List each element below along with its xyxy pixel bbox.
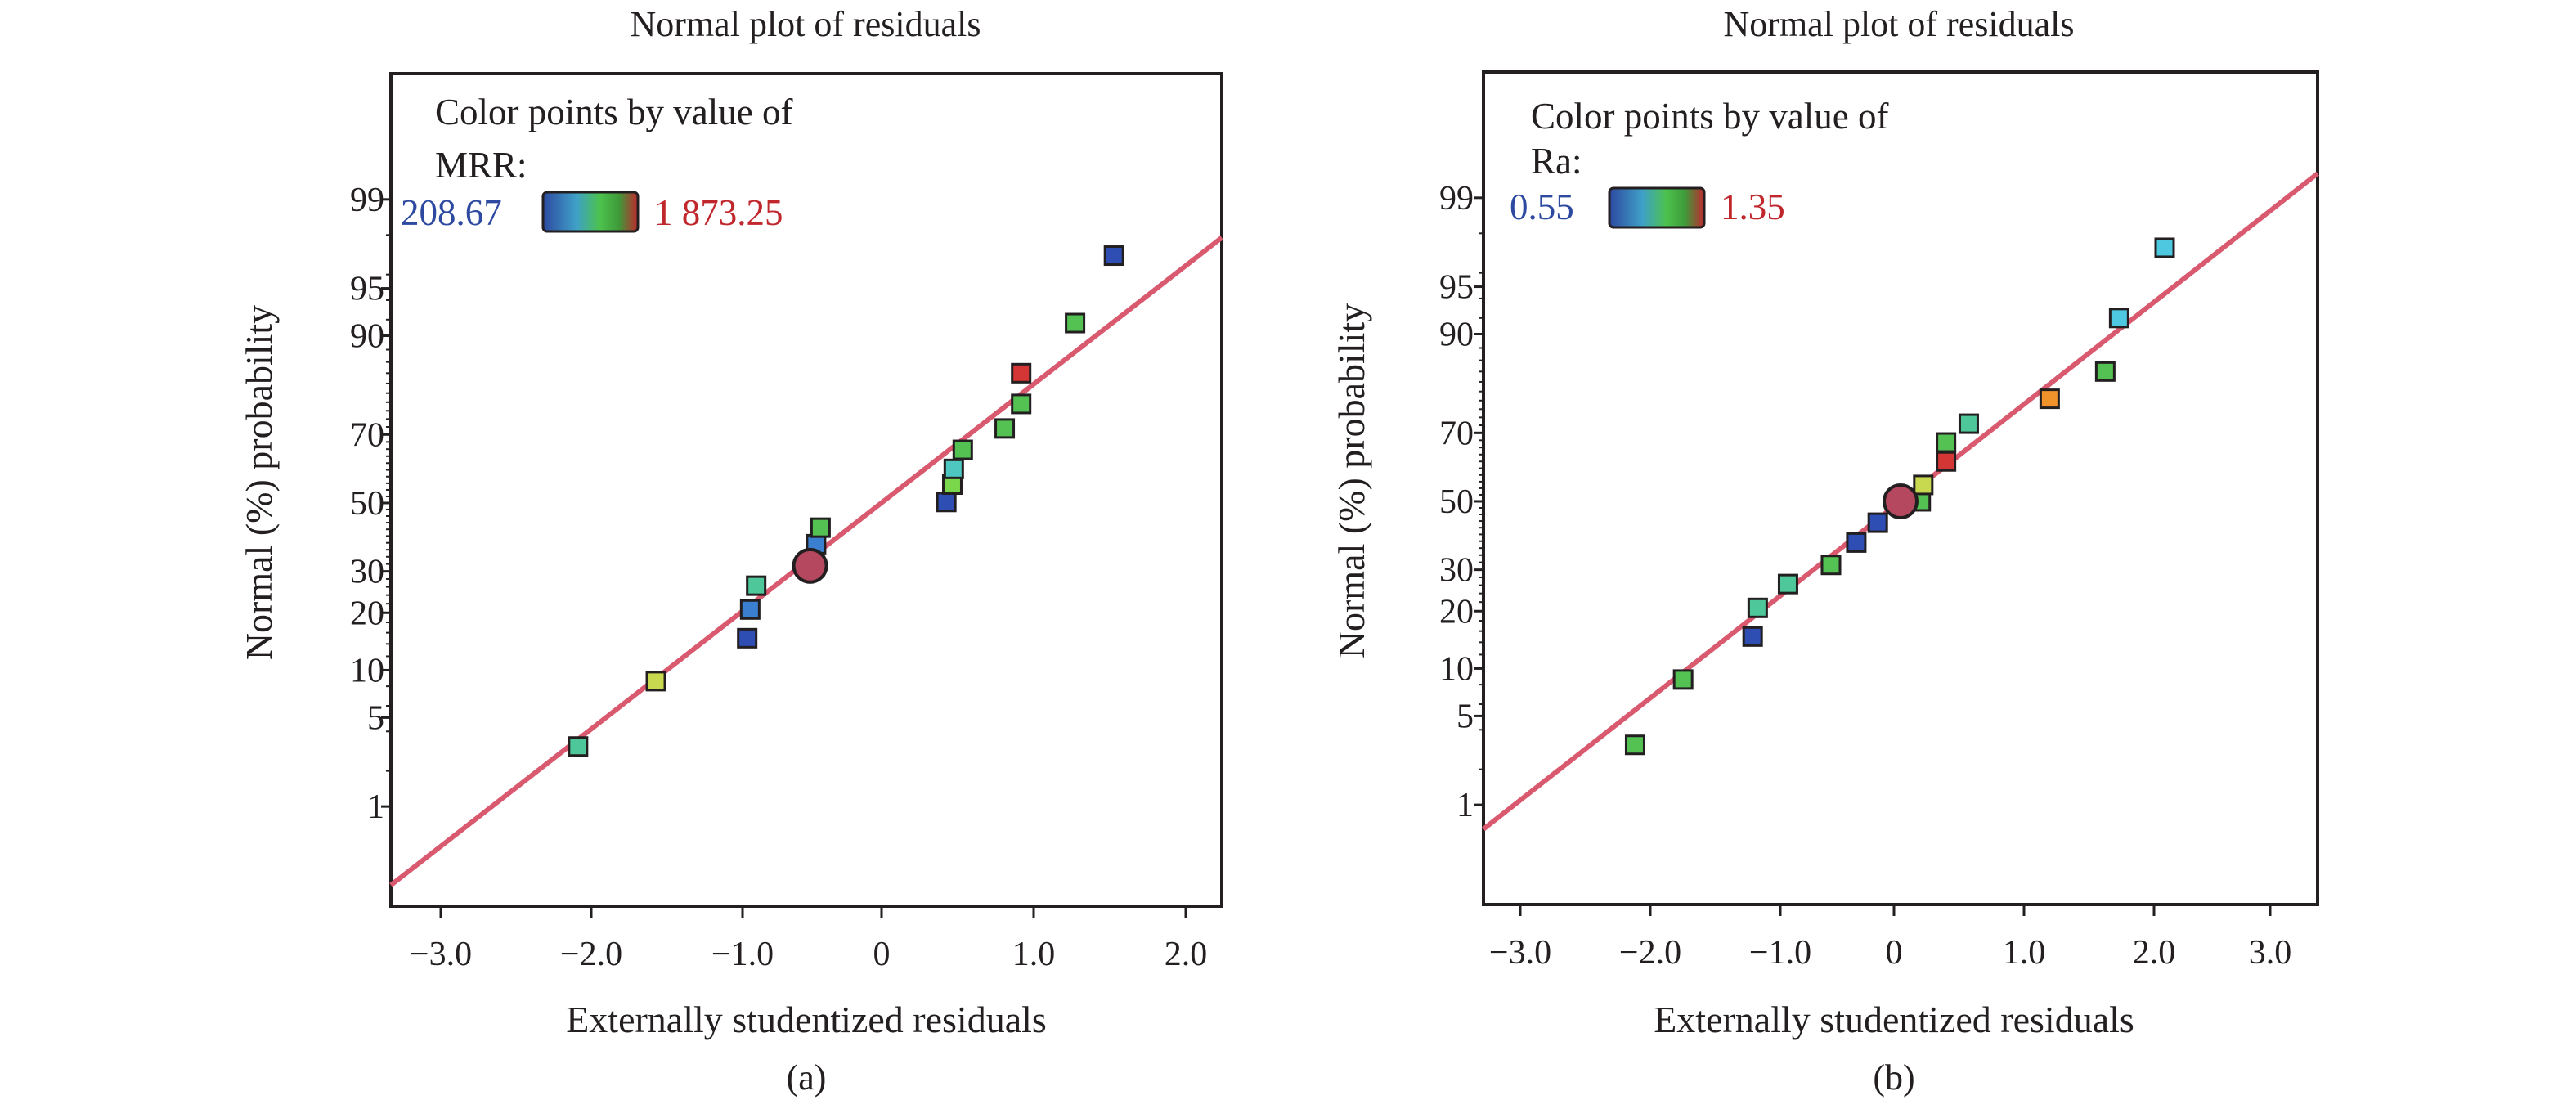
y-tick-label: 95 [350, 271, 384, 308]
data-point [1958, 413, 1979, 434]
data-point [2039, 388, 2060, 410]
legend-variable: Ra: [1531, 141, 1582, 182]
y-tick-label: 10 [1439, 650, 1474, 688]
y-tick-label: 1 [367, 788, 384, 826]
data-points [568, 245, 1124, 757]
center-marker [792, 547, 828, 584]
data-point [943, 458, 964, 479]
panel-label: (b) [1873, 1057, 1914, 1098]
color-legend: Color points by value of Ra: 0.55 1.35 [1510, 96, 1888, 229]
y-axis-label: Normal (%) probability [238, 305, 280, 660]
data-point [1011, 362, 1032, 384]
legend-min-label: 0.55 [1510, 186, 1574, 227]
chart-panel-a: Normal plot of residuals 1 5 10 20 30 50 70 90 9… [238, 4, 1223, 1098]
legend-title: Color points by value of [1531, 96, 1888, 137]
legend-color-bar [541, 191, 640, 233]
data-points [1624, 237, 2175, 756]
x-tick-label: 2.0 [1165, 936, 1208, 973]
y-tick-label: 95 [1439, 269, 1474, 307]
y-tick-label: 50 [1439, 483, 1474, 521]
y-tick-label: 1 [1456, 787, 1474, 824]
data-point [1913, 474, 1934, 496]
plot-frame [389, 72, 1223, 908]
data-point [2094, 361, 2116, 382]
y-tick-label: 20 [350, 595, 384, 632]
legend-color-bar [1608, 186, 1706, 229]
legend-title: Color points by value of [435, 92, 792, 132]
y-tick-label: 5 [1456, 698, 1474, 735]
data-point [994, 418, 1016, 439]
y-tick-label: 10 [350, 652, 384, 689]
data-point [1867, 512, 1888, 533]
x-tick-label: −3.0 [1489, 934, 1551, 972]
data-point [1936, 451, 1957, 472]
legend-max-label: 1 873.25 [654, 192, 783, 233]
y-tick-label: 90 [1439, 317, 1474, 354]
legend-min-label: 208.67 [401, 192, 502, 233]
data-point [2154, 237, 2175, 258]
data-point [746, 575, 767, 596]
x-tick-label: −2.0 [1619, 934, 1681, 972]
color-legend: Color points by value of MRR: 208.67 1 8… [401, 92, 792, 233]
y-tick-label: 99 [350, 182, 384, 219]
x-tick-label: −3.0 [410, 936, 472, 973]
panel-label: (a) [787, 1057, 827, 1098]
x-tick-label: −2.0 [560, 936, 622, 973]
x-tick-label: 0 [873, 936, 891, 973]
data-point [737, 627, 758, 649]
data-point [1103, 245, 1124, 267]
x-tick-label: 1.0 [1012, 936, 1056, 973]
center-marker [1883, 483, 1919, 519]
data-point [1011, 393, 1032, 415]
y-tick-label: 5 [367, 699, 384, 737]
data-point [1846, 532, 1867, 553]
data-point [645, 671, 666, 692]
data-point [1936, 432, 1957, 453]
data-point [1747, 597, 1768, 618]
chart-title: Normal plot of residuals [1724, 4, 2075, 44]
y-tick-label: 99 [1439, 180, 1474, 218]
data-point [1672, 669, 1694, 690]
chart-title: Normal plot of residuals [631, 4, 981, 44]
x-tick-label: 3.0 [2249, 934, 2292, 972]
y-tick-label: 90 [350, 318, 384, 356]
y-tick-label: 30 [350, 554, 384, 591]
legend-variable: MRR: [435, 145, 527, 186]
x-axis-label: Externally studentized residuals [566, 999, 1047, 1040]
y-tick-label: 20 [1439, 593, 1474, 631]
x-axis: −3.0 −2.0 −1.0 0 1.0 2.0 3.0 [1489, 905, 2291, 972]
x-axis-label: Externally studentized residuals [1654, 999, 2134, 1040]
x-tick-label: −1.0 [1749, 934, 1811, 972]
data-point [1742, 626, 1763, 647]
x-tick-label: 2.0 [2133, 934, 2176, 972]
y-tick-label: 70 [350, 416, 384, 454]
x-axis: −3.0 −2.0 −1.0 0 1.0 2.0 [410, 906, 1207, 973]
y-tick-label: 70 [1439, 415, 1474, 452]
data-point [1624, 734, 1645, 756]
x-tick-label: 0 [1886, 934, 1903, 972]
y-tick-label: 50 [350, 485, 384, 523]
data-point [1065, 312, 1086, 334]
data-point [568, 736, 589, 757]
y-axis-label: Normal (%) probability [1331, 303, 1372, 658]
legend-max-label: 1.35 [1721, 186, 1785, 227]
x-tick-label: −1.0 [711, 936, 774, 973]
x-tick-label: 1.0 [2003, 934, 2046, 972]
data-point [936, 492, 957, 513]
data-point [1777, 573, 1798, 595]
data-point [1820, 554, 1842, 576]
y-tick-label: 30 [1439, 552, 1474, 590]
y-axis: 1 5 10 20 30 50 70 90 95 99 [350, 182, 391, 826]
data-point [2108, 308, 2129, 329]
data-point [810, 517, 831, 538]
data-point [952, 439, 973, 460]
data-point [739, 599, 761, 620]
